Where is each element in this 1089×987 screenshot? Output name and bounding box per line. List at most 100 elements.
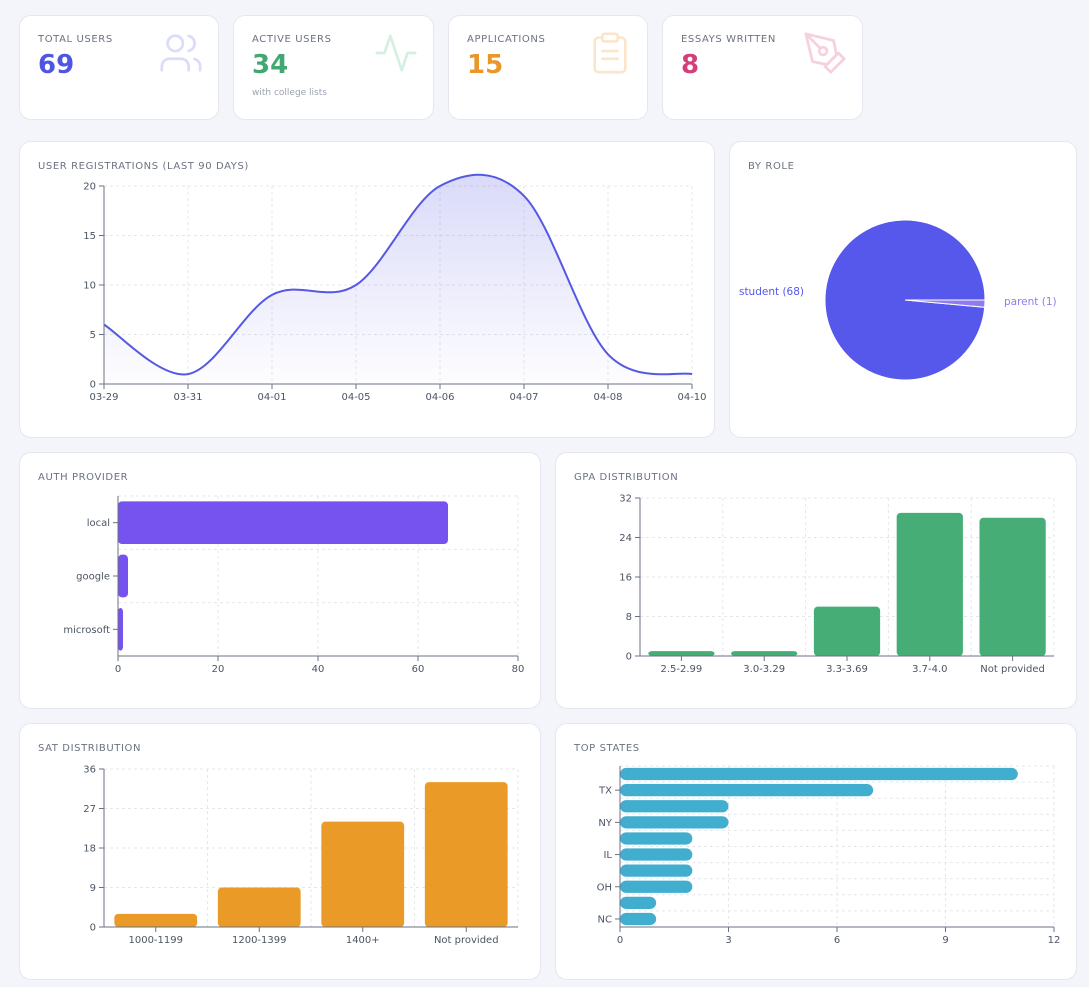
bar: [217, 887, 301, 927]
area-fill: [104, 174, 692, 384]
y-tick-label: 9: [90, 883, 96, 894]
chart-title: TOP STATES: [574, 743, 640, 754]
stat-card-active-users: ACTIVE USERS 34 with college lists: [233, 15, 434, 120]
chart-title: SAT DISTRIBUTION: [38, 743, 142, 754]
x-tick-label: 04-06: [425, 392, 454, 403]
y-tick-label: IL: [603, 850, 612, 861]
states-chart-card: TOP STATES 0 3 6 9 12 TX NY IL OH NC: [555, 723, 1077, 980]
x-tick-label: 60: [412, 664, 425, 675]
users-icon: [160, 34, 202, 72]
pie-label-student: student (68): [739, 286, 804, 298]
bar: [648, 651, 715, 656]
stat-card-applications: APPLICATIONS 15: [448, 15, 648, 120]
x-tick-label: 04-05: [341, 392, 370, 403]
x-tick-label: 12: [1048, 935, 1061, 946]
y-tick-label: 15: [83, 231, 96, 242]
bar: [620, 816, 729, 829]
x-tick-label: 20: [212, 664, 225, 675]
activity-icon: [375, 34, 417, 72]
y-tick-label: NY: [598, 818, 612, 829]
y-tick-label: 27: [83, 804, 96, 815]
y-tick-label: OH: [597, 882, 612, 893]
stat-value: 69: [38, 50, 75, 80]
bar: [118, 554, 128, 598]
bar: [424, 782, 508, 927]
x-tick-label: 80: [512, 664, 525, 675]
states-chart: 0 3 6 9 12 TX NY IL OH NC: [597, 765, 1061, 946]
x-tick-label: 3.3-3.69: [826, 664, 868, 675]
sat-chart-card: SAT DISTRIBUTION 0 9 18 27 36 1000-1199 1200-1…: [19, 723, 541, 980]
bar: [620, 880, 693, 893]
auth-chart: 0 20 40 60 80 local google microsoft: [63, 495, 525, 675]
bar: [620, 848, 693, 861]
y-tick-label: 5: [90, 330, 96, 341]
role-chart-card: BY ROLE student (68) parent (1): [729, 141, 1077, 438]
bar: [114, 913, 198, 927]
x-tick-label: 1400+: [346, 935, 380, 946]
x-tick-label: 3: [725, 935, 731, 946]
bar: [731, 651, 798, 656]
bar: [118, 501, 448, 544]
chart-title: GPA DISTRIBUTION: [574, 472, 679, 483]
y-tick-label: NC: [598, 914, 612, 925]
x-tick-label: 3.0-3.29: [743, 664, 785, 675]
role-chart: student (68) parent (1): [739, 219, 1057, 381]
y-tick-label: 10: [83, 281, 96, 292]
chart-title: USER REGISTRATIONS (LAST 90 DAYS): [38, 161, 249, 172]
x-tick-label: 9: [942, 935, 948, 946]
y-tick-label: 0: [626, 652, 632, 663]
bar: [620, 784, 874, 797]
registrations-chart-card: USER REGISTRATIONS (LAST 90 DAYS) 0 5 10 15…: [19, 141, 715, 438]
x-tick-label: 0: [115, 664, 121, 675]
bar: [620, 896, 657, 909]
bar: [813, 606, 881, 656]
chart-title: AUTH PROVIDER: [38, 472, 129, 483]
clipboard-icon: [593, 32, 627, 74]
y-tick-label: google: [76, 572, 110, 583]
y-tick-label: 16: [619, 573, 632, 584]
y-tick-label: 20: [83, 182, 96, 193]
bar: [620, 767, 1018, 781]
x-tick-label: 2.5-2.99: [661, 664, 703, 675]
y-tick-label: local: [87, 518, 110, 529]
bar: [979, 517, 1046, 656]
stat-card-essays: ESSAYS WRITTEN 8: [662, 15, 863, 120]
y-tick-label: 0: [90, 923, 96, 934]
pie-slice: [904, 299, 986, 308]
x-tick-label: 3.7-4.0: [912, 664, 947, 675]
gpa-chart-card: GPA DISTRIBUTION 0 8 16 24 32 2.5-2.99 3.0-3.2…: [555, 452, 1077, 709]
x-tick-label: Not provided: [434, 935, 499, 946]
y-tick-label: 24: [619, 533, 632, 544]
bar: [896, 512, 963, 656]
bar: [321, 821, 405, 927]
y-tick-label: microsoft: [63, 625, 110, 636]
gpa-chart: 0 8 16 24 32 2.5-2.99 3.0-3.29 3.3-3.69 3.7-4.0 N…: [619, 494, 1055, 675]
stat-label: TOTAL USERS: [38, 34, 113, 45]
y-tick-label: 36: [83, 765, 96, 776]
stat-value: 34: [252, 50, 289, 80]
y-tick-label: 32: [619, 494, 632, 505]
stat-label: ACTIVE USERS: [252, 34, 332, 45]
bar: [620, 832, 693, 845]
pie-label-parent: parent (1): [1004, 296, 1057, 308]
x-tick-label: 04-07: [509, 392, 538, 403]
x-tick-label: 6: [834, 935, 840, 946]
x-tick-label: 40: [312, 664, 325, 675]
stat-subtext: with college lists: [252, 88, 327, 98]
pen-icon: [804, 32, 846, 74]
x-tick-label: 03-29: [89, 392, 118, 403]
chart-title: BY ROLE: [748, 161, 795, 172]
x-tick-label: 03-31: [173, 392, 202, 403]
y-tick-label: 8: [626, 612, 632, 623]
x-tick-label: 1000-1199: [128, 935, 183, 946]
x-tick-label: 04-01: [257, 392, 286, 403]
y-tick-label: 0: [90, 380, 96, 391]
bar: [620, 864, 693, 877]
stat-value: 15: [467, 50, 504, 80]
bar: [118, 608, 123, 651]
stat-label: ESSAYS WRITTEN: [681, 34, 776, 45]
x-tick-label: 04-08: [593, 392, 622, 403]
bar: [620, 800, 729, 813]
bar: [620, 912, 657, 926]
x-tick-label: 0: [617, 935, 623, 946]
